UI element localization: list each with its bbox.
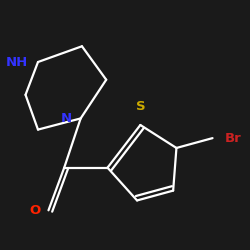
- Text: Br: Br: [224, 132, 241, 144]
- Text: NH: NH: [6, 56, 28, 68]
- Text: S: S: [136, 100, 145, 113]
- Text: N: N: [60, 112, 72, 125]
- Text: O: O: [29, 204, 40, 217]
